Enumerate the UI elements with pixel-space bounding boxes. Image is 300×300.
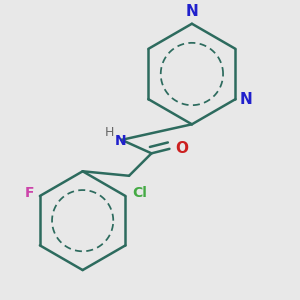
Text: N: N xyxy=(240,92,253,107)
Text: N: N xyxy=(185,4,198,19)
Text: F: F xyxy=(25,186,34,200)
Text: H: H xyxy=(105,126,114,139)
Text: N: N xyxy=(114,134,126,148)
Text: O: O xyxy=(175,141,188,156)
Text: Cl: Cl xyxy=(132,186,147,200)
